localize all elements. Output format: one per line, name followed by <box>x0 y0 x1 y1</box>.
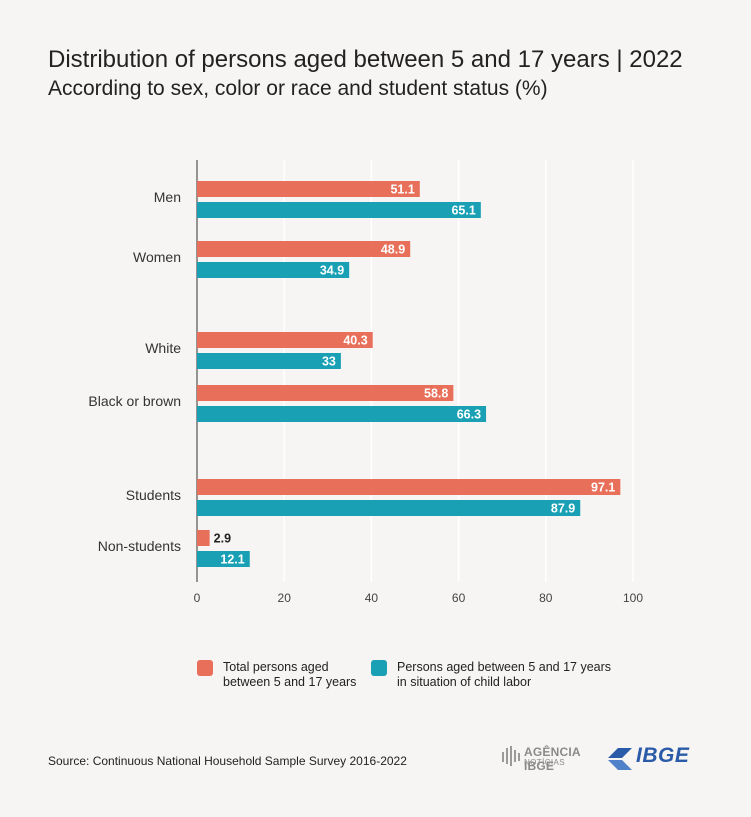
bar-men-series1 <box>197 181 420 197</box>
chart-title: Distribution of persons aged between 5 a… <box>48 46 683 73</box>
x-tick-label-60: 60 <box>452 591 466 605</box>
ibge-logo: IBGE <box>606 744 706 770</box>
value-label-women-series2: 34.9 <box>320 264 344 278</box>
value-label-students-series2: 87.9 <box>551 502 575 516</box>
legend-label-child-labor-line2: in situation of child labor <box>397 675 532 689</box>
bar-non-students-series1 <box>197 530 210 546</box>
legend-label-child-labor: Persons aged between 5 and 17 years in s… <box>397 660 617 690</box>
category-label-women: Women <box>133 249 181 265</box>
value-label-non-students-series2: 12.1 <box>220 553 244 567</box>
value-label-men-series2: 65.1 <box>451 204 475 218</box>
category-label-white: White <box>145 340 181 356</box>
value-label-women-series1: 48.9 <box>381 243 405 257</box>
value-label-men-series1: 51.1 <box>390 183 414 197</box>
bar-students-series2 <box>197 500 581 516</box>
x-tick-label-20: 20 <box>278 591 292 605</box>
bar-black-or-brown-series1 <box>197 385 454 401</box>
bar-men-series2 <box>197 202 481 218</box>
ibge-logo-icon <box>608 748 632 770</box>
x-tick-label-0: 0 <box>194 591 201 605</box>
agencia-ibge-logo: AGÊNCIA IBGE NOTÍCIAS <box>500 744 600 773</box>
bar-black-or-brown-series2 <box>197 406 487 422</box>
bar-chart: 0 20 40 60 80 100 Men 51.1 65.1 Women 48.9 34.9 Whit… <box>88 160 643 605</box>
bar-non-students-series2 <box>197 551 250 567</box>
ibge-logo-text: IBGE <box>636 744 690 767</box>
value-label-non-students-series1: 2.9 <box>214 532 231 546</box>
agencia-ibge-logo-subtext: NOTÍCIAS <box>524 758 565 767</box>
chart-subtitle: According to sex, color or race and stud… <box>48 77 548 100</box>
legend-label-total-line1: Total persons aged <box>223 660 329 674</box>
legend-label-total-line2: between 5 and 17 years <box>223 675 357 689</box>
bar-students-series1 <box>197 479 621 495</box>
x-tick-label-80: 80 <box>539 591 553 605</box>
agencia-ibge-logo-text: AGÊNCIA IBGE <box>524 745 581 773</box>
legend-label-child-labor-line1: Persons aged between 5 and 17 years <box>397 660 612 674</box>
source-note: Source: Continuous National Household Sa… <box>48 754 407 768</box>
legend-swatch-total <box>197 660 213 676</box>
bar-white-series2 <box>197 353 341 369</box>
x-tick-label-100: 100 <box>623 591 643 605</box>
bar-women-series2 <box>197 262 350 278</box>
value-label-black-or-brown-series2: 66.3 <box>457 408 481 422</box>
category-label-black-or-brown: Black or brown <box>88 393 181 409</box>
value-label-black-or-brown-series1: 58.8 <box>424 387 448 401</box>
agencia-ibge-logo-icon <box>502 746 520 766</box>
value-label-white-series1: 40.3 <box>343 334 367 348</box>
legend-label-total: Total persons aged between 5 and 17 year… <box>223 660 443 690</box>
legend-swatch-child-labor <box>371 660 387 676</box>
x-tick-label-40: 40 <box>365 591 379 605</box>
value-label-students-series1: 97.1 <box>591 481 615 495</box>
value-label-white-series2: 33 <box>322 355 336 369</box>
category-label-men: Men <box>154 189 181 205</box>
category-label-students: Students <box>126 487 181 503</box>
bar-white-series1 <box>197 332 373 348</box>
bar-women-series1 <box>197 241 411 257</box>
category-label-non-students: Non-students <box>98 538 181 554</box>
